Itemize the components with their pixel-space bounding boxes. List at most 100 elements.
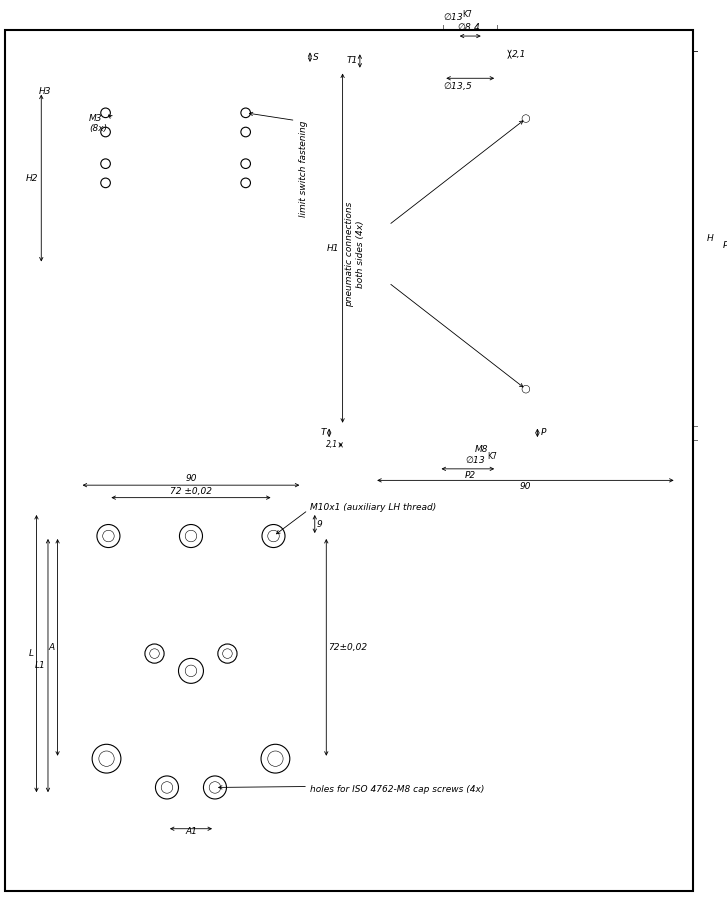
Bar (189, 327, 195, 333)
Circle shape (180, 524, 203, 548)
Bar (159, 336, 182, 344)
Text: H2: H2 (26, 173, 39, 182)
Circle shape (204, 776, 227, 799)
Bar (443, 52, 497, 71)
Bar (155, 265, 164, 299)
Text: H3: H3 (39, 87, 51, 96)
Bar (603, 397, 645, 416)
Text: 2,1: 2,1 (512, 50, 526, 59)
Circle shape (185, 531, 197, 541)
Text: M3: M3 (89, 114, 103, 123)
Bar (132, 68, 165, 83)
Text: $\emptyset$8,4: $\emptyset$8,4 (457, 21, 481, 34)
Text: 2,1: 2,1 (326, 441, 338, 449)
Bar (455, 399, 486, 418)
Circle shape (92, 745, 121, 773)
Circle shape (103, 531, 114, 541)
Text: A: A (49, 643, 55, 652)
Circle shape (101, 159, 111, 169)
Text: M8: M8 (475, 445, 489, 454)
Circle shape (185, 665, 197, 677)
Bar (457, 52, 483, 71)
Text: T: T (321, 428, 326, 437)
Bar (153, 328, 188, 336)
Circle shape (101, 178, 111, 188)
Text: $\emptyset$13,5: $\emptyset$13,5 (443, 80, 473, 93)
Circle shape (101, 127, 111, 137)
Circle shape (97, 524, 120, 548)
Circle shape (99, 751, 114, 766)
Text: 72 ±0,02: 72 ±0,02 (170, 487, 212, 496)
Text: K7: K7 (462, 10, 473, 19)
Circle shape (179, 658, 204, 683)
Bar (598, 416, 650, 422)
Circle shape (241, 127, 251, 137)
Circle shape (268, 531, 279, 541)
Bar (187, 265, 197, 299)
Circle shape (241, 159, 251, 169)
Bar (410, 425, 425, 434)
Bar (188, 319, 196, 327)
Circle shape (268, 751, 283, 766)
Text: M10x1 (auxiliary LH thread): M10x1 (auxiliary LH thread) (310, 502, 436, 512)
Text: limit switch fastening: limit switch fastening (299, 121, 308, 217)
Bar (76, 327, 81, 333)
Bar (167, 806, 215, 824)
Circle shape (145, 644, 164, 663)
Text: 90: 90 (185, 474, 197, 483)
Bar (270, 327, 276, 333)
Bar (65, 92, 286, 265)
Bar (374, 52, 677, 71)
Bar (80, 512, 302, 795)
Text: H: H (707, 234, 713, 243)
Bar (269, 319, 276, 327)
Bar (190, 64, 222, 68)
Circle shape (218, 644, 237, 663)
Bar (438, 71, 502, 97)
Bar (75, 319, 83, 327)
Text: $\emptyset$13: $\emptyset$13 (443, 11, 464, 22)
Text: holes for ISO 4762-M8 cap screws (4x): holes for ISO 4762-M8 cap screws (4x) (310, 785, 484, 794)
Circle shape (209, 782, 221, 794)
Bar (413, 405, 422, 425)
Text: 90: 90 (520, 483, 531, 492)
Text: P2: P2 (465, 471, 475, 480)
Circle shape (156, 776, 179, 799)
Circle shape (150, 649, 159, 658)
Bar (156, 319, 185, 328)
Text: P1: P1 (723, 241, 727, 250)
Circle shape (161, 782, 173, 794)
Text: K7: K7 (488, 452, 497, 461)
Text: L1: L1 (34, 661, 45, 670)
Text: $\emptyset$13: $\emptyset$13 (465, 454, 486, 464)
Text: A1: A1 (185, 827, 197, 836)
Text: pneumatic connections
both sides (4x): pneumatic connections both sides (4x) (345, 201, 365, 307)
Circle shape (262, 524, 285, 548)
Text: 72±0,02: 72±0,02 (328, 643, 367, 652)
Bar (190, 68, 222, 83)
Bar (457, 71, 483, 97)
Bar (614, 71, 633, 397)
Text: (8x): (8x) (89, 123, 108, 132)
Circle shape (241, 178, 251, 188)
Bar (156, 327, 162, 333)
Circle shape (261, 745, 290, 773)
Text: T1: T1 (347, 56, 358, 65)
Text: P: P (540, 428, 546, 437)
Bar (65, 50, 286, 64)
Bar (65, 307, 286, 319)
Bar (443, 97, 497, 399)
Circle shape (522, 115, 530, 122)
Circle shape (241, 108, 251, 118)
Text: 9: 9 (317, 520, 323, 529)
Circle shape (522, 385, 530, 393)
Text: S: S (313, 53, 318, 62)
Bar (374, 425, 677, 440)
Bar (457, 97, 483, 399)
Text: L: L (28, 649, 33, 658)
Text: H1: H1 (327, 244, 340, 253)
Circle shape (101, 108, 111, 118)
Bar (606, 52, 641, 71)
Bar (156, 319, 163, 327)
Bar (132, 64, 165, 68)
